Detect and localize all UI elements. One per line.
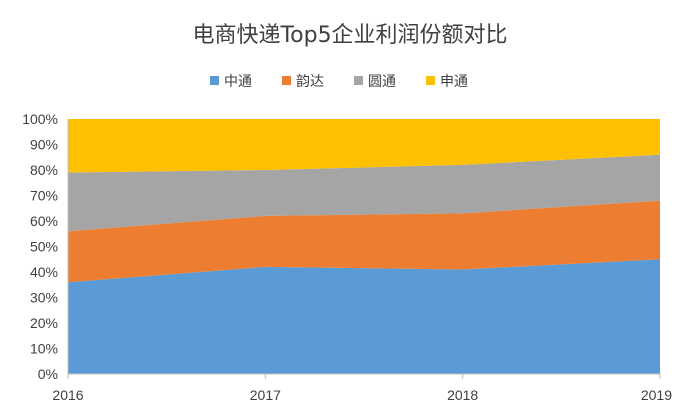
- y-tick-label: 40%: [30, 264, 58, 280]
- x-tick-label: 2019: [641, 387, 672, 403]
- x-tick-label: 2018: [447, 387, 478, 403]
- y-tick-label: 20%: [30, 315, 58, 331]
- legend-label: 申通: [440, 74, 468, 90]
- legend-swatch: [282, 76, 291, 85]
- legend-swatch: [426, 76, 435, 85]
- legend-label: 中通: [224, 74, 252, 90]
- y-tick-label: 0%: [38, 366, 58, 382]
- legend: 中通 韵达 圆通 申通: [210, 74, 468, 90]
- y-tick-label: 50%: [30, 239, 58, 255]
- axes: 0% 10% 20% 30% 40% 50% 60% 70% 80% 90% 100% 2016 201…: [22, 111, 672, 403]
- y-tick-label: 70%: [30, 188, 58, 204]
- legend-label: 圆通: [368, 74, 396, 90]
- y-tick-label: 30%: [30, 290, 58, 306]
- area-series-1: [68, 200, 660, 283]
- y-tick-label: 80%: [30, 162, 58, 178]
- area-series-3: [68, 119, 660, 173]
- x-tick-label: 2017: [250, 387, 281, 403]
- x-tick-label: 2016: [52, 387, 83, 403]
- y-tick-label: 60%: [30, 213, 58, 229]
- legend-swatch: [210, 76, 219, 85]
- legend-label: 韵达: [296, 74, 324, 90]
- y-tick-label: 100%: [22, 111, 58, 127]
- plot-area: [68, 119, 660, 374]
- y-tick-label: 90%: [30, 137, 58, 153]
- area-series-2: [68, 154, 660, 232]
- area-series-0: [68, 259, 660, 374]
- y-tick-label: 10%: [30, 341, 58, 357]
- chart-title: 电商快递Top5企业利润份额对比: [192, 23, 507, 48]
- legend-swatch: [354, 76, 363, 85]
